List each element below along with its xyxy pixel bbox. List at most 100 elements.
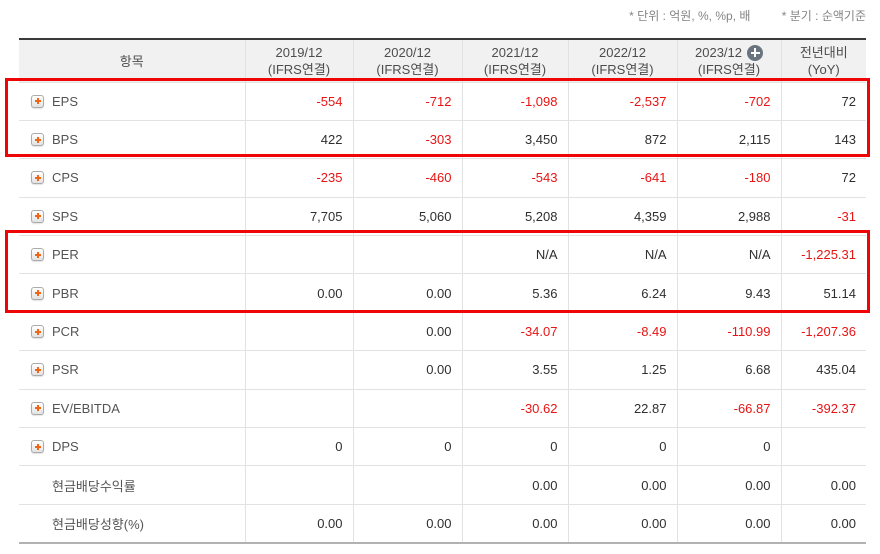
value-cell: -303 (352, 120, 462, 160)
table-row: 현금배당수익률 0.00 0.00 0.00 0.00 (19, 465, 866, 505)
value-cell: -2,537 (567, 82, 677, 121)
value-cell: -8.49 (567, 312, 677, 352)
period-label: 전년대비 (799, 44, 848, 60)
value-cell: 0.00 (780, 465, 866, 505)
value-cell: 5,060 (352, 197, 462, 237)
value-cell: 22.87 (567, 389, 677, 429)
row-label-cell: EPS (19, 82, 245, 121)
plus-icon (32, 403, 43, 414)
expand-row-button[interactable] (31, 325, 44, 339)
add-period-button[interactable] (747, 44, 763, 61)
value-cell: -392.37 (780, 389, 866, 429)
value-cell: 3,450 (461, 120, 568, 160)
value-cell: -460 (352, 158, 462, 198)
value-cell: 0.00 (676, 504, 781, 544)
table-row: BPS 422 -303 3,450 872 2,115 143 (19, 120, 866, 160)
expand-row-button[interactable] (31, 133, 44, 147)
row-label: PSR (52, 362, 79, 378)
value-cell: 6.68 (676, 350, 781, 390)
row-label: PBR (52, 285, 79, 301)
plus-icon (32, 134, 43, 145)
basis-label: (YoY) (807, 61, 840, 77)
value-cell: 0.00 (244, 273, 353, 313)
value-cell (244, 235, 353, 275)
value-cell: 0.00 (352, 350, 462, 390)
value-cell: -712 (352, 82, 462, 121)
table-row: EPS -554 -712 -1,098 -2,537 -702 72 (19, 82, 866, 121)
row-label-cell: EV/EBITDA (19, 389, 245, 429)
header-period-column: 2019/12 (IFRS연결) (244, 39, 353, 83)
value-cell (352, 465, 462, 505)
value-cell: 1.25 (567, 350, 677, 390)
value-cell: -1,225.31 (780, 235, 866, 275)
value-cell: 9.43 (676, 273, 781, 313)
plus-icon (32, 326, 43, 337)
plus-icon (32, 172, 43, 183)
value-cell: -180 (676, 158, 781, 198)
plus-icon (32, 249, 43, 260)
plus-icon (747, 45, 763, 61)
value-cell (244, 350, 353, 390)
value-cell: 0 (352, 427, 462, 467)
value-cell: -110.99 (676, 312, 781, 352)
value-cell (780, 427, 866, 467)
basis-label: (IFRS연결) (697, 61, 761, 77)
row-label-cell: CPS (19, 158, 245, 198)
basis-label: (IFRS연결) (376, 61, 439, 77)
value-cell: 4,359 (567, 197, 677, 237)
basis-note: * 분기 : 순액기준 (781, 9, 866, 23)
expand-row-button[interactable] (31, 286, 44, 300)
table-notes: * 단위 : 억원, %, %p, 배 * 분기 : 순액기준 (629, 7, 866, 24)
value-cell: -30.62 (461, 389, 568, 429)
value-cell: -1,207.36 (780, 312, 866, 352)
row-label-cell: PCR (19, 312, 245, 352)
value-cell: 6.24 (567, 273, 677, 313)
table-row: SPS 7,705 5,060 5,208 4,359 2,988 -31 (19, 197, 866, 237)
plus-icon (32, 441, 43, 452)
value-cell: 0 (567, 427, 677, 467)
row-label: BPS (52, 132, 79, 148)
table-row: PBR 0.00 0.00 5.36 6.24 9.43 51.14 (19, 273, 866, 313)
value-cell (244, 312, 353, 352)
row-label: PER (52, 247, 79, 263)
financial-ratio-table: 항목 2019/12 (IFRS연결) 2020/12 (IFRS연결) 2021/12… (19, 38, 866, 544)
expand-row-button[interactable] (31, 209, 44, 223)
row-label-cell: SPS (19, 197, 245, 237)
expand-row-button[interactable] (31, 248, 44, 262)
unit-note: * 단위 : 억원, %, %p, 배 (629, 9, 751, 23)
expand-row-button[interactable] (31, 171, 44, 185)
value-cell: 0.00 (567, 465, 677, 505)
value-cell: 0.00 (567, 504, 677, 544)
expand-row-button[interactable] (31, 363, 44, 377)
row-label-cell: PER (19, 235, 245, 275)
expand-row-button[interactable] (31, 94, 44, 108)
value-cell: 422 (244, 120, 353, 160)
row-label: DPS (52, 439, 79, 455)
value-cell: -702 (676, 82, 781, 121)
value-cell: N/A (567, 235, 677, 275)
value-cell: N/A (676, 235, 781, 275)
value-cell: 7,705 (244, 197, 353, 237)
plus-icon (32, 211, 43, 222)
header-row: 항목 2019/12 (IFRS연결) 2020/12 (IFRS연결) 2021/12… (19, 39, 866, 83)
expand-row-button[interactable] (31, 440, 44, 454)
value-cell (244, 465, 353, 505)
basis-label: (IFRS연결) (483, 61, 547, 77)
value-cell: 872 (567, 120, 677, 160)
value-cell: 2,988 (676, 197, 781, 237)
period-label: 2021/12 (491, 44, 539, 60)
value-cell: -34.07 (461, 312, 568, 352)
row-label: SPS (52, 208, 79, 224)
value-cell: -554 (244, 82, 353, 121)
value-cell: 435.04 (780, 350, 866, 390)
period-label: 2020/12 (384, 44, 431, 60)
value-cell: 0.00 (244, 504, 353, 544)
header-period-column: 2022/12 (IFRS연결) (567, 39, 677, 83)
basis-label: (IFRS연결) (591, 61, 654, 77)
value-cell: 0.00 (352, 273, 462, 313)
value-cell: 2,115 (676, 120, 781, 160)
row-label: EPS (52, 93, 79, 109)
value-cell: 0.00 (780, 504, 866, 544)
expand-row-button[interactable] (31, 401, 44, 415)
period-label: 2019/12 (275, 44, 323, 60)
